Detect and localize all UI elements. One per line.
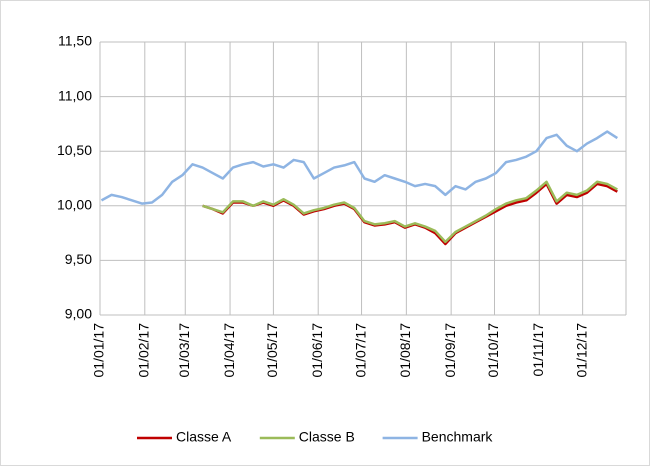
x-tick-label: 01/05/17 <box>264 323 280 378</box>
series-line <box>202 180 618 244</box>
x-tick-label: 01/08/17 <box>397 323 413 378</box>
x-tick-label: 01/12/17 <box>573 323 589 378</box>
y-tick-label: 9,00 <box>65 306 92 322</box>
y-tick-label: 9,50 <box>65 251 92 267</box>
x-tick-label: 01/03/17 <box>176 323 192 378</box>
y-tick-label: 10,50 <box>57 142 92 158</box>
x-tick-label: 01/01/17 <box>91 323 107 378</box>
x-tick-label: 01/02/17 <box>135 323 151 378</box>
x-tick-label: 01/10/17 <box>485 323 501 378</box>
legend-label: Classe A <box>176 429 232 445</box>
x-tick-label: 01/06/17 <box>309 323 325 378</box>
x-tick-label: 01/04/17 <box>221 323 237 378</box>
x-tick-label: 01/09/17 <box>442 323 458 378</box>
x-tick-label: 01/07/17 <box>352 323 368 378</box>
y-tick-label: 11,00 <box>58 87 92 103</box>
legend-label: Classe B <box>299 429 355 445</box>
x-tick-label: 01/11/17 <box>530 323 546 377</box>
legend-label: Benchmark <box>422 429 494 445</box>
series-line <box>100 130 619 205</box>
y-tick-label: 11,50 <box>58 33 92 49</box>
y-tick-label: 10,00 <box>57 197 92 213</box>
